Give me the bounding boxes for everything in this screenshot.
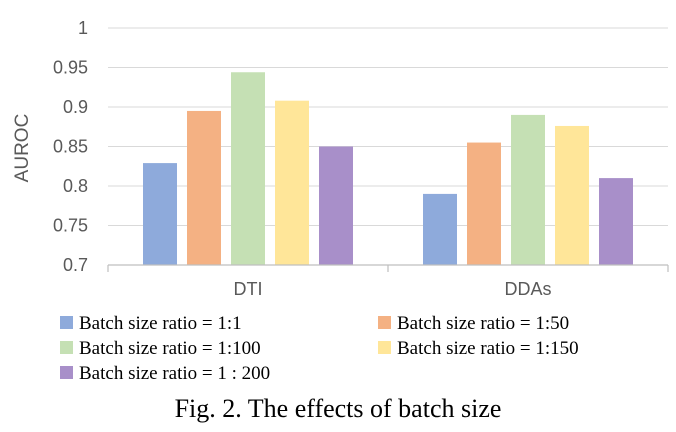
- axes: 0.7 0.75 0.8 0.85 0.9 0.95 1 DTI DDAs: [53, 18, 669, 299]
- y-tick-label: 0.8: [63, 176, 88, 196]
- legend-label: Batch size ratio = 1:1: [79, 313, 242, 334]
- bar: [423, 193, 457, 265]
- bar: [467, 142, 501, 265]
- bar: [599, 178, 633, 265]
- y-tick-label: 0.9: [63, 97, 88, 117]
- x-category-label: DDAs: [504, 279, 551, 299]
- legend-label: Batch size ratio = 1:100: [79, 338, 261, 359]
- legend: Batch size ratio = 1:1 Batch size ratio =…: [60, 313, 579, 384]
- legend-label: Batch size ratio = 1:50: [397, 313, 569, 334]
- y-tick-label: 0.7: [63, 255, 88, 275]
- legend-swatch: [60, 366, 73, 379]
- y-tick-label: 1: [78, 18, 88, 38]
- y-axis-title: AUROC: [12, 114, 33, 183]
- x-category-label: DTI: [234, 279, 263, 299]
- bar: [275, 100, 309, 266]
- bar: [143, 163, 177, 265]
- legend-swatch: [60, 341, 73, 354]
- y-tick-label: 0.95: [53, 58, 88, 78]
- bars: [143, 72, 633, 266]
- legend-swatch: [378, 316, 391, 329]
- bar: [187, 110, 221, 265]
- bar: [511, 114, 545, 266]
- bar: [231, 72, 265, 266]
- legend-swatch: [60, 316, 73, 329]
- legend-label: Batch size ratio = 1:150: [397, 338, 579, 359]
- y-tick-label: 0.85: [53, 137, 88, 157]
- y-tick-label: 0.75: [53, 216, 88, 236]
- bar: [555, 125, 589, 266]
- legend-swatch: [378, 341, 391, 354]
- bar-chart: 0.7 0.75 0.8 0.85 0.9 0.95 1 DTI DDAs AUROC Batc…: [12, 18, 669, 384]
- legend-label: Batch size ratio = 1 : 200: [79, 363, 270, 384]
- bar: [319, 146, 353, 265]
- figure-caption: Fig. 2. The effects of batch size: [174, 394, 502, 423]
